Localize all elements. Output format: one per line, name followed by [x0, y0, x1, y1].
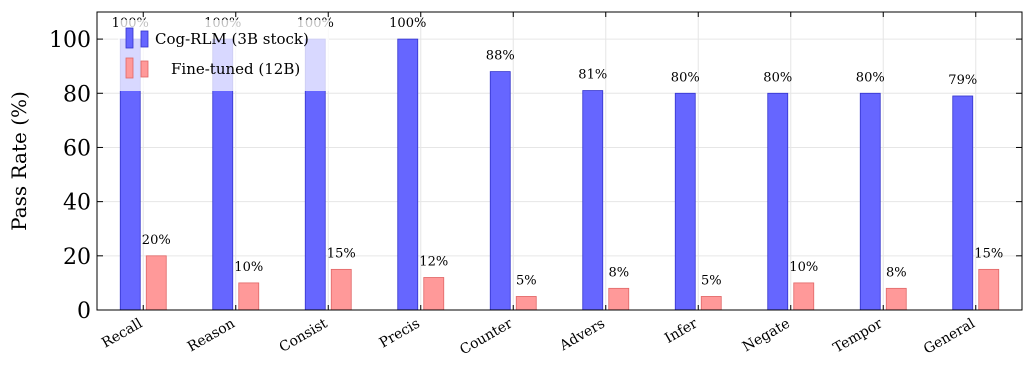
- legend-label: Fine-tuned (12B): [171, 60, 300, 78]
- x-tick-label: Recall: [99, 315, 146, 351]
- data-label: 10%: [234, 260, 263, 275]
- bar-series-2: [330, 268, 352, 311]
- y-tick-label: 100: [49, 28, 91, 53]
- legend-swatch: [125, 27, 134, 49]
- y-tick-label: 60: [63, 136, 91, 161]
- bar-series-1: [952, 95, 974, 311]
- bar-series-2: [608, 287, 630, 311]
- x-tick-label: Advers: [556, 316, 607, 355]
- bar-series-2: [238, 282, 260, 311]
- bar-series-2: [978, 268, 1000, 311]
- data-label: 88%: [486, 49, 515, 64]
- bar-series-1: [859, 92, 881, 311]
- legend: Cog-RLM (3B stock) Fine-tuned (12B): [118, 20, 329, 91]
- y-tick-label: 80: [63, 82, 91, 107]
- x-tick-label: General: [921, 315, 978, 357]
- y-tick-label: 0: [77, 299, 91, 324]
- x-tick-label: Precis: [377, 316, 423, 352]
- data-label: 80%: [763, 70, 792, 85]
- y-tick-label: 40: [63, 191, 91, 216]
- bar-series-1: [767, 92, 789, 311]
- data-label: 81%: [578, 68, 607, 83]
- legend-label: Cog-RLM (3B stock): [155, 30, 309, 48]
- data-label: 5%: [516, 273, 537, 288]
- bar-series-2: [793, 282, 815, 311]
- plot-frame: [96, 11, 1023, 311]
- bar-series-2: [423, 277, 445, 311]
- x-tick-label: Infer: [662, 315, 700, 346]
- bar-series-1: [489, 71, 511, 311]
- data-label: 79%: [948, 73, 977, 88]
- data-label: 10%: [789, 260, 818, 275]
- bars: [119, 38, 1000, 311]
- y-axis-title: Pass Rate (%): [7, 91, 31, 231]
- bar-series-1: [582, 90, 604, 311]
- data-label: 80%: [671, 70, 700, 85]
- data-label: 20%: [142, 233, 171, 248]
- legend-swatch: [140, 30, 149, 48]
- legend-box: [118, 20, 329, 91]
- x-tick-label: Consist: [277, 315, 331, 355]
- bar-series-2: [700, 296, 722, 311]
- legend-swatch: [125, 57, 134, 79]
- y-tick-label: 20: [63, 245, 91, 270]
- bar-series-2: [885, 287, 907, 311]
- x-tick-label: Tempor: [831, 315, 886, 356]
- x-tick-label: Reason: [185, 316, 238, 356]
- data-label: 15%: [327, 246, 356, 261]
- bar-series-2: [515, 296, 537, 311]
- data-label: 80%: [856, 70, 885, 85]
- data-label: 15%: [974, 246, 1003, 261]
- data-label: 5%: [701, 273, 722, 288]
- x-tick-label: Counter: [457, 315, 515, 358]
- data-label: 100%: [389, 16, 426, 31]
- legend-swatch: [140, 60, 149, 78]
- bar-series-2: [145, 255, 167, 311]
- bar-series-1: [674, 92, 696, 311]
- data-label: 8%: [608, 265, 629, 280]
- x-tick-label: Negate: [740, 316, 793, 356]
- data-label: 8%: [886, 265, 907, 280]
- bar-series-1: [397, 38, 419, 311]
- data-label: 12%: [419, 254, 448, 269]
